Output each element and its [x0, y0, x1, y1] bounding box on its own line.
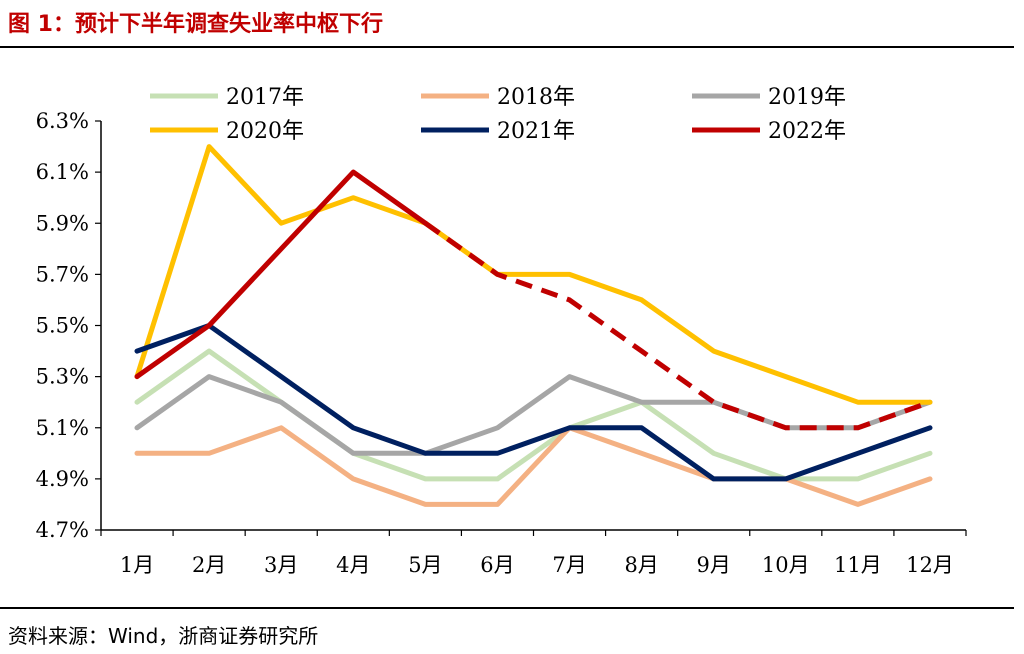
x-tick-label: 3月 — [264, 553, 298, 577]
series-line-2019年 — [134, 374, 933, 456]
x-tick-label: 9月 — [697, 553, 731, 577]
bottom-divider — [0, 607, 1014, 609]
x-tick-label: 10月 — [762, 553, 810, 577]
x-tick-label: 1月 — [120, 553, 154, 577]
legend-label: 2022年 — [768, 119, 846, 144]
source-note: 资料来源：Wind，浙商证券研究所 — [8, 624, 319, 648]
x-tick-label: 11月 — [834, 553, 882, 577]
x-tick-label: 8月 — [624, 553, 658, 577]
y-tick-label: 4.9% — [36, 467, 89, 491]
legend-label: 2021年 — [497, 119, 575, 144]
y-tick-label: 4.7% — [36, 518, 89, 542]
y-tick-label: 6.3% — [36, 109, 89, 133]
legend-label: 2019年 — [768, 85, 846, 110]
x-tick-label: 5月 — [408, 553, 442, 577]
series-line-2021年 — [134, 323, 933, 482]
series-line-2022年 — [134, 169, 428, 380]
chart-title: 图 1：预计下半年调查失业率中枢下行 — [8, 12, 383, 37]
y-tick-label: 5.9% — [36, 211, 89, 235]
series-line-2018年 — [134, 425, 933, 507]
legend-label: 2017年 — [226, 85, 304, 110]
series-line-2020年 — [134, 144, 933, 405]
y-tick-label: 5.7% — [36, 262, 89, 286]
legend-label: 2020年 — [226, 119, 304, 144]
x-tick-label: 4月 — [336, 553, 370, 577]
x-tick-label: 7月 — [552, 553, 586, 577]
series-line-2017年 — [134, 348, 933, 482]
y-tick-label: 5.1% — [36, 416, 89, 440]
x-tick-label: 2月 — [192, 553, 226, 577]
series-line-forecast-2022年 — [423, 221, 931, 431]
y-tick-label: 5.3% — [36, 365, 89, 389]
x-tick-label: 12月 — [906, 553, 954, 577]
y-tick-label: 5.5% — [36, 314, 89, 338]
top-divider — [0, 46, 1014, 48]
y-tick-label: 6.1% — [36, 160, 89, 184]
x-tick-label: 6月 — [480, 553, 514, 577]
legend-label: 2018年 — [497, 85, 575, 110]
